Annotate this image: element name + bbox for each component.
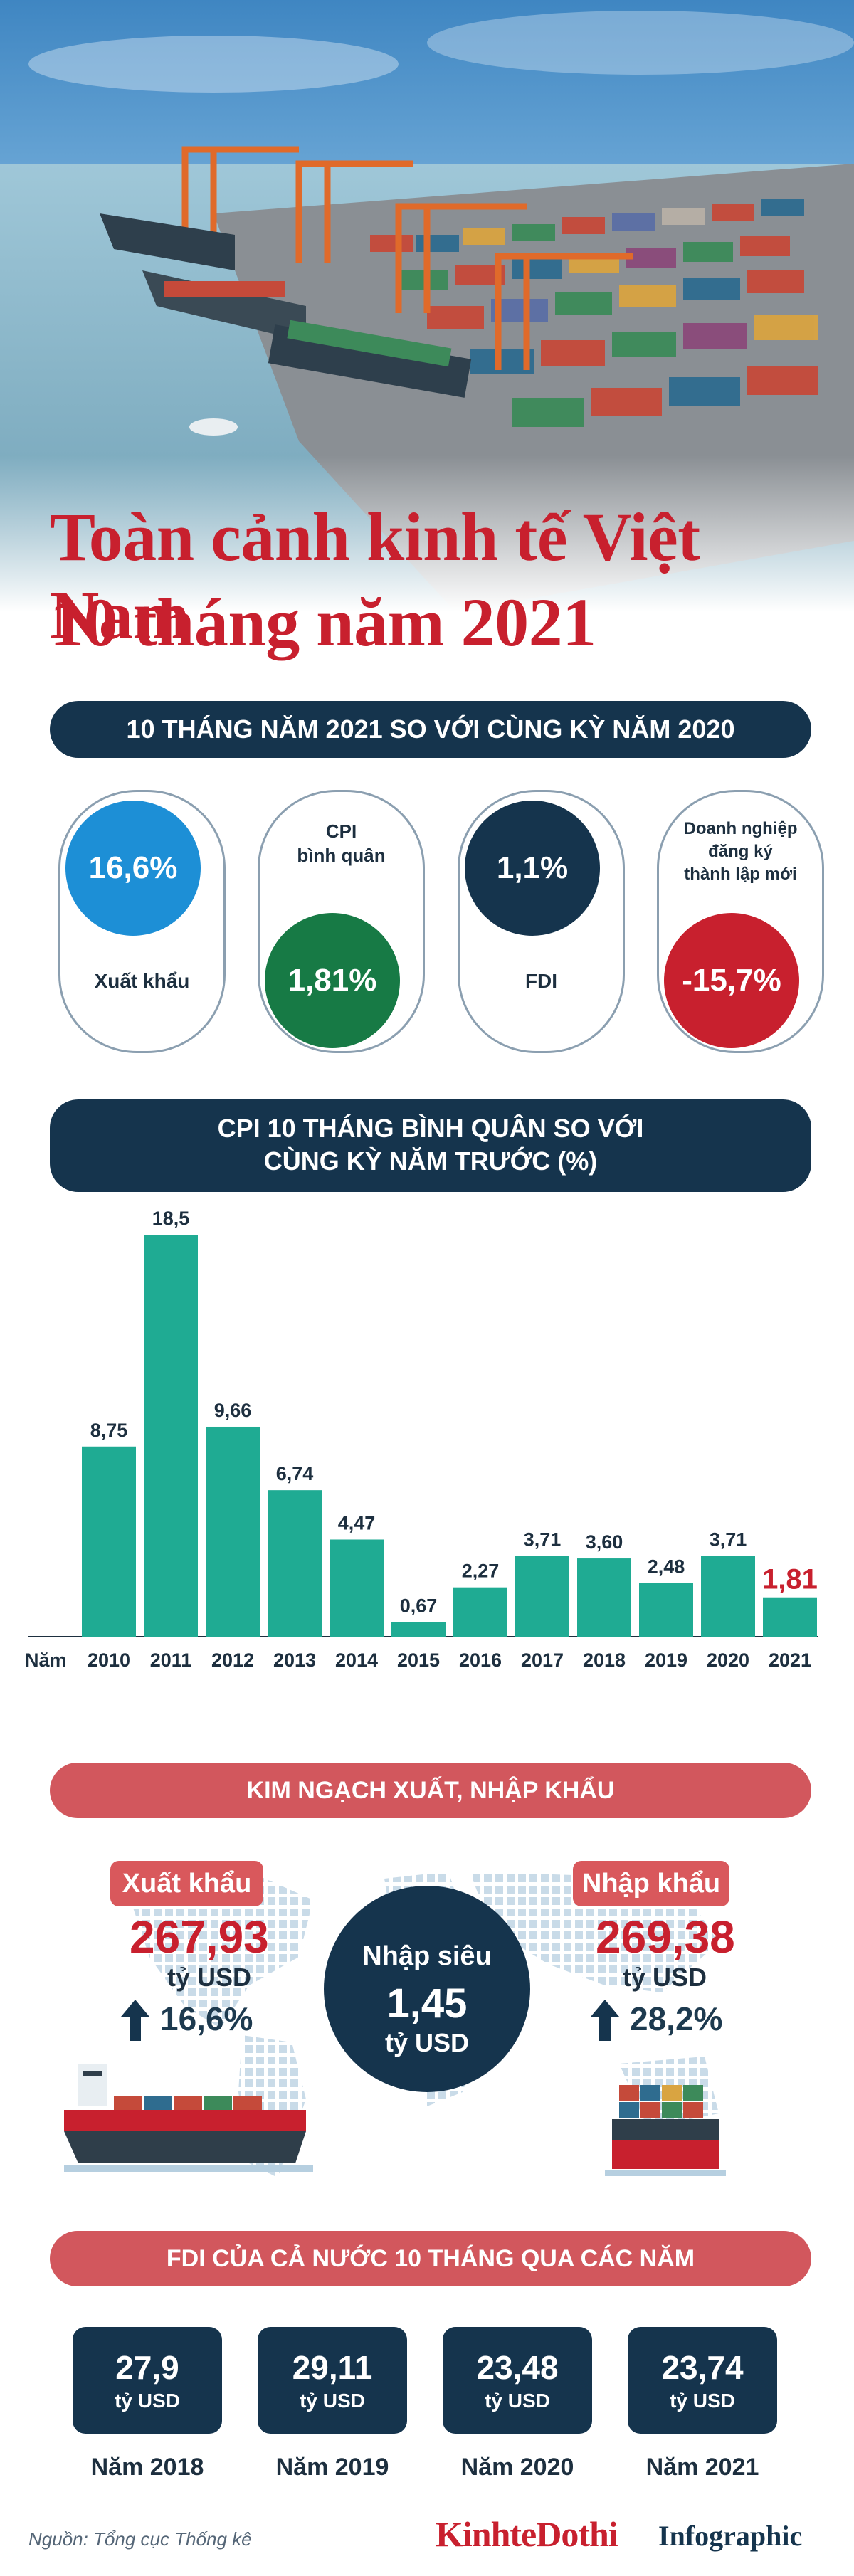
fdi-2018-box: 27,9 tỷ USD xyxy=(73,2327,222,2434)
fdi-label: FDI xyxy=(524,970,558,992)
bar-2017 xyxy=(515,1556,569,1637)
cpi-heading-line2: CÙNG KỲ NĂM TRƯỚC (%) xyxy=(263,1146,598,1176)
fdi-2019-year: Năm 2019 xyxy=(275,2454,389,2481)
cpi-heading-line1: CPI 10 THÁNG BÌNH QUÂN SO VỚI xyxy=(217,1114,644,1143)
export-value-circle: 16,6% xyxy=(65,801,201,936)
cpi-value-circle: 1,81% xyxy=(265,913,400,1048)
enterprise-card: Doanh nghiệp đăng ký thành lập mới -15,7… xyxy=(657,790,824,1053)
x-tick-label-2019: 2019 xyxy=(645,1649,687,1671)
bar-value-label-2014: 4,47 xyxy=(338,1512,376,1534)
fdi-2021-value: 23,74 xyxy=(661,2349,744,2386)
summary-heading: 10 THÁNG NĂM 2021 SO VỚI CÙNG KỲ NĂM 202… xyxy=(50,701,811,758)
bar-value-label-2018: 3,60 xyxy=(586,1531,623,1553)
bar-value-label-2019: 2,48 xyxy=(648,1556,685,1577)
bar-value-label-2021: 1,81 xyxy=(762,1564,818,1595)
enterprise-label-line1: Doanh nghiệp xyxy=(683,819,798,838)
fdi-2021-year: Năm 2021 xyxy=(645,2454,759,2481)
fdi-2021-unit: tỷ USD xyxy=(670,2390,735,2412)
fdi-2019-box: 29,11 tỷ USD xyxy=(258,2327,407,2434)
x-tick-label-2010: 2010 xyxy=(88,1649,130,1671)
export-value: 267,93 xyxy=(130,1911,269,1963)
fdi-2020-year: Năm 2020 xyxy=(460,2454,574,2481)
bar-2012 xyxy=(206,1426,260,1637)
import-cargo-ship-icon xyxy=(605,2085,726,2176)
x-axis-label: Năm xyxy=(25,1649,67,1671)
x-tick-label-2011: 2011 xyxy=(150,1649,192,1671)
x-tick-label-2012: 2012 xyxy=(211,1649,254,1671)
export-cargo-ship-icon xyxy=(64,2064,313,2172)
bar-2018 xyxy=(577,1558,631,1637)
deficit-value: 1,45 xyxy=(386,1980,468,2027)
trade-heading: KIM NGẠCH XUẤT, NHẬP KHẨU xyxy=(50,1763,811,1818)
fdi-2021-box: 23,74 tỷ USD xyxy=(628,2327,777,2434)
x-tick-label-2017: 2017 xyxy=(521,1649,564,1671)
bar-2013 xyxy=(268,1490,322,1637)
fdi-2018-unit: tỷ USD xyxy=(115,2390,180,2412)
enterprise-value-circle: -15,7% xyxy=(664,913,799,1048)
import-up-arrow-icon xyxy=(591,2000,619,2041)
import-value: 269,38 xyxy=(596,1911,735,1963)
deficit-unit: tỷ USD xyxy=(384,2028,470,2057)
cpi-chart-heading: CPI 10 THÁNG BÌNH QUÂN SO VỚI CÙNG KỲ NĂ… xyxy=(50,1099,811,1192)
fdi-2019-value: 29,11 xyxy=(292,2349,373,2386)
x-tick-label-2016: 2016 xyxy=(459,1649,502,1671)
bar-value-label-2012: 9,66 xyxy=(214,1400,252,1421)
bar-value-label-2016: 2,27 xyxy=(462,1561,500,1582)
bar-2021 xyxy=(763,1597,817,1637)
page-title-line2: 10 tháng năm 2021 xyxy=(50,584,596,660)
x-tick-label-2013: 2013 xyxy=(273,1649,316,1671)
deficit-label: Nhập siêu xyxy=(362,1941,492,1971)
cpi-label-line1: CPI xyxy=(325,820,357,842)
fdi-2018-year: Năm 2018 xyxy=(90,2454,204,2481)
x-tick-label-2015: 2015 xyxy=(397,1649,440,1671)
import-growth: 28,2% xyxy=(630,2000,723,2037)
fdi-value-circle: 1,1% xyxy=(465,801,600,936)
bar-2010 xyxy=(82,1446,136,1637)
export-tag: Xuất khẩu xyxy=(110,1861,263,1906)
brand-logo: KinhteDothi xyxy=(436,2514,618,2554)
bar-value-label-2017: 3,71 xyxy=(524,1529,562,1551)
bar-value-label-2020: 3,71 xyxy=(710,1529,747,1551)
fdi-2019-unit: tỷ USD xyxy=(300,2390,365,2412)
cpi-card: CPI bình quân 1,81% xyxy=(258,790,425,1053)
x-tick-label-2020: 2020 xyxy=(707,1649,749,1671)
enterprise-label-line3: thành lập mới xyxy=(684,865,797,884)
fdi-2020-unit: tỷ USD xyxy=(485,2390,550,2412)
enterprise-label-line2: đăng ký xyxy=(708,842,773,861)
page-title-line1: Toàn cảnh kinh tế Việt Nam xyxy=(50,499,700,653)
cpi-label-line2: bình quân xyxy=(297,845,386,866)
export-card: 16,6% Xuất khẩu xyxy=(58,790,226,1053)
export-up-arrow-icon xyxy=(121,2000,149,2041)
x-tick-label-2021: 2021 xyxy=(769,1649,811,1671)
bar-2015 xyxy=(391,1622,446,1637)
fdi-card: 1,1% FDI xyxy=(458,790,625,1053)
cpi-bar-chart: Năm 8,75 2010 18,5 2011 9,66 2012 6,74 2013 4,47 2… xyxy=(25,1208,818,1671)
fdi-2020-value: 23,48 xyxy=(476,2349,559,2386)
brand-infographic: Infographic xyxy=(658,2520,803,2552)
fdi-2018-value: 27,9 xyxy=(115,2349,179,2386)
bar-2020 xyxy=(701,1556,755,1637)
import-tag: Nhập khẩu xyxy=(573,1861,729,1906)
bar-value-label-2011: 18,5 xyxy=(152,1208,190,1229)
bar-value-label-2015: 0,67 xyxy=(400,1595,438,1617)
bar-value-label-2013: 6,74 xyxy=(276,1463,314,1484)
export-unit: tỷ USD xyxy=(167,1963,252,1992)
x-tick-label-2014: 2014 xyxy=(335,1649,378,1671)
trade-deficit-circle: Nhập siêu 1,45 tỷ USD xyxy=(324,1886,530,2092)
export-label: Xuất khẩu xyxy=(94,970,190,992)
x-tick-label-2018: 2018 xyxy=(583,1649,626,1671)
import-unit: tỷ USD xyxy=(623,1963,707,1992)
bar-2014 xyxy=(330,1539,384,1637)
bar-value-label-2010: 8,75 xyxy=(90,1420,128,1441)
bar-2019 xyxy=(639,1583,693,1637)
fdi-heading: FDI CỦA CẢ NƯỚC 10 THÁNG QUA CÁC NĂM xyxy=(50,2231,811,2286)
bar-2011 xyxy=(144,1235,198,1637)
export-growth: 16,6% xyxy=(160,2000,253,2037)
bar-2016 xyxy=(453,1587,507,1637)
hero-port-image xyxy=(0,0,854,612)
fdi-2020-box: 23,48 tỷ USD xyxy=(443,2327,592,2434)
source-note: Nguồn: Tổng cục Thống kê xyxy=(28,2528,252,2550)
